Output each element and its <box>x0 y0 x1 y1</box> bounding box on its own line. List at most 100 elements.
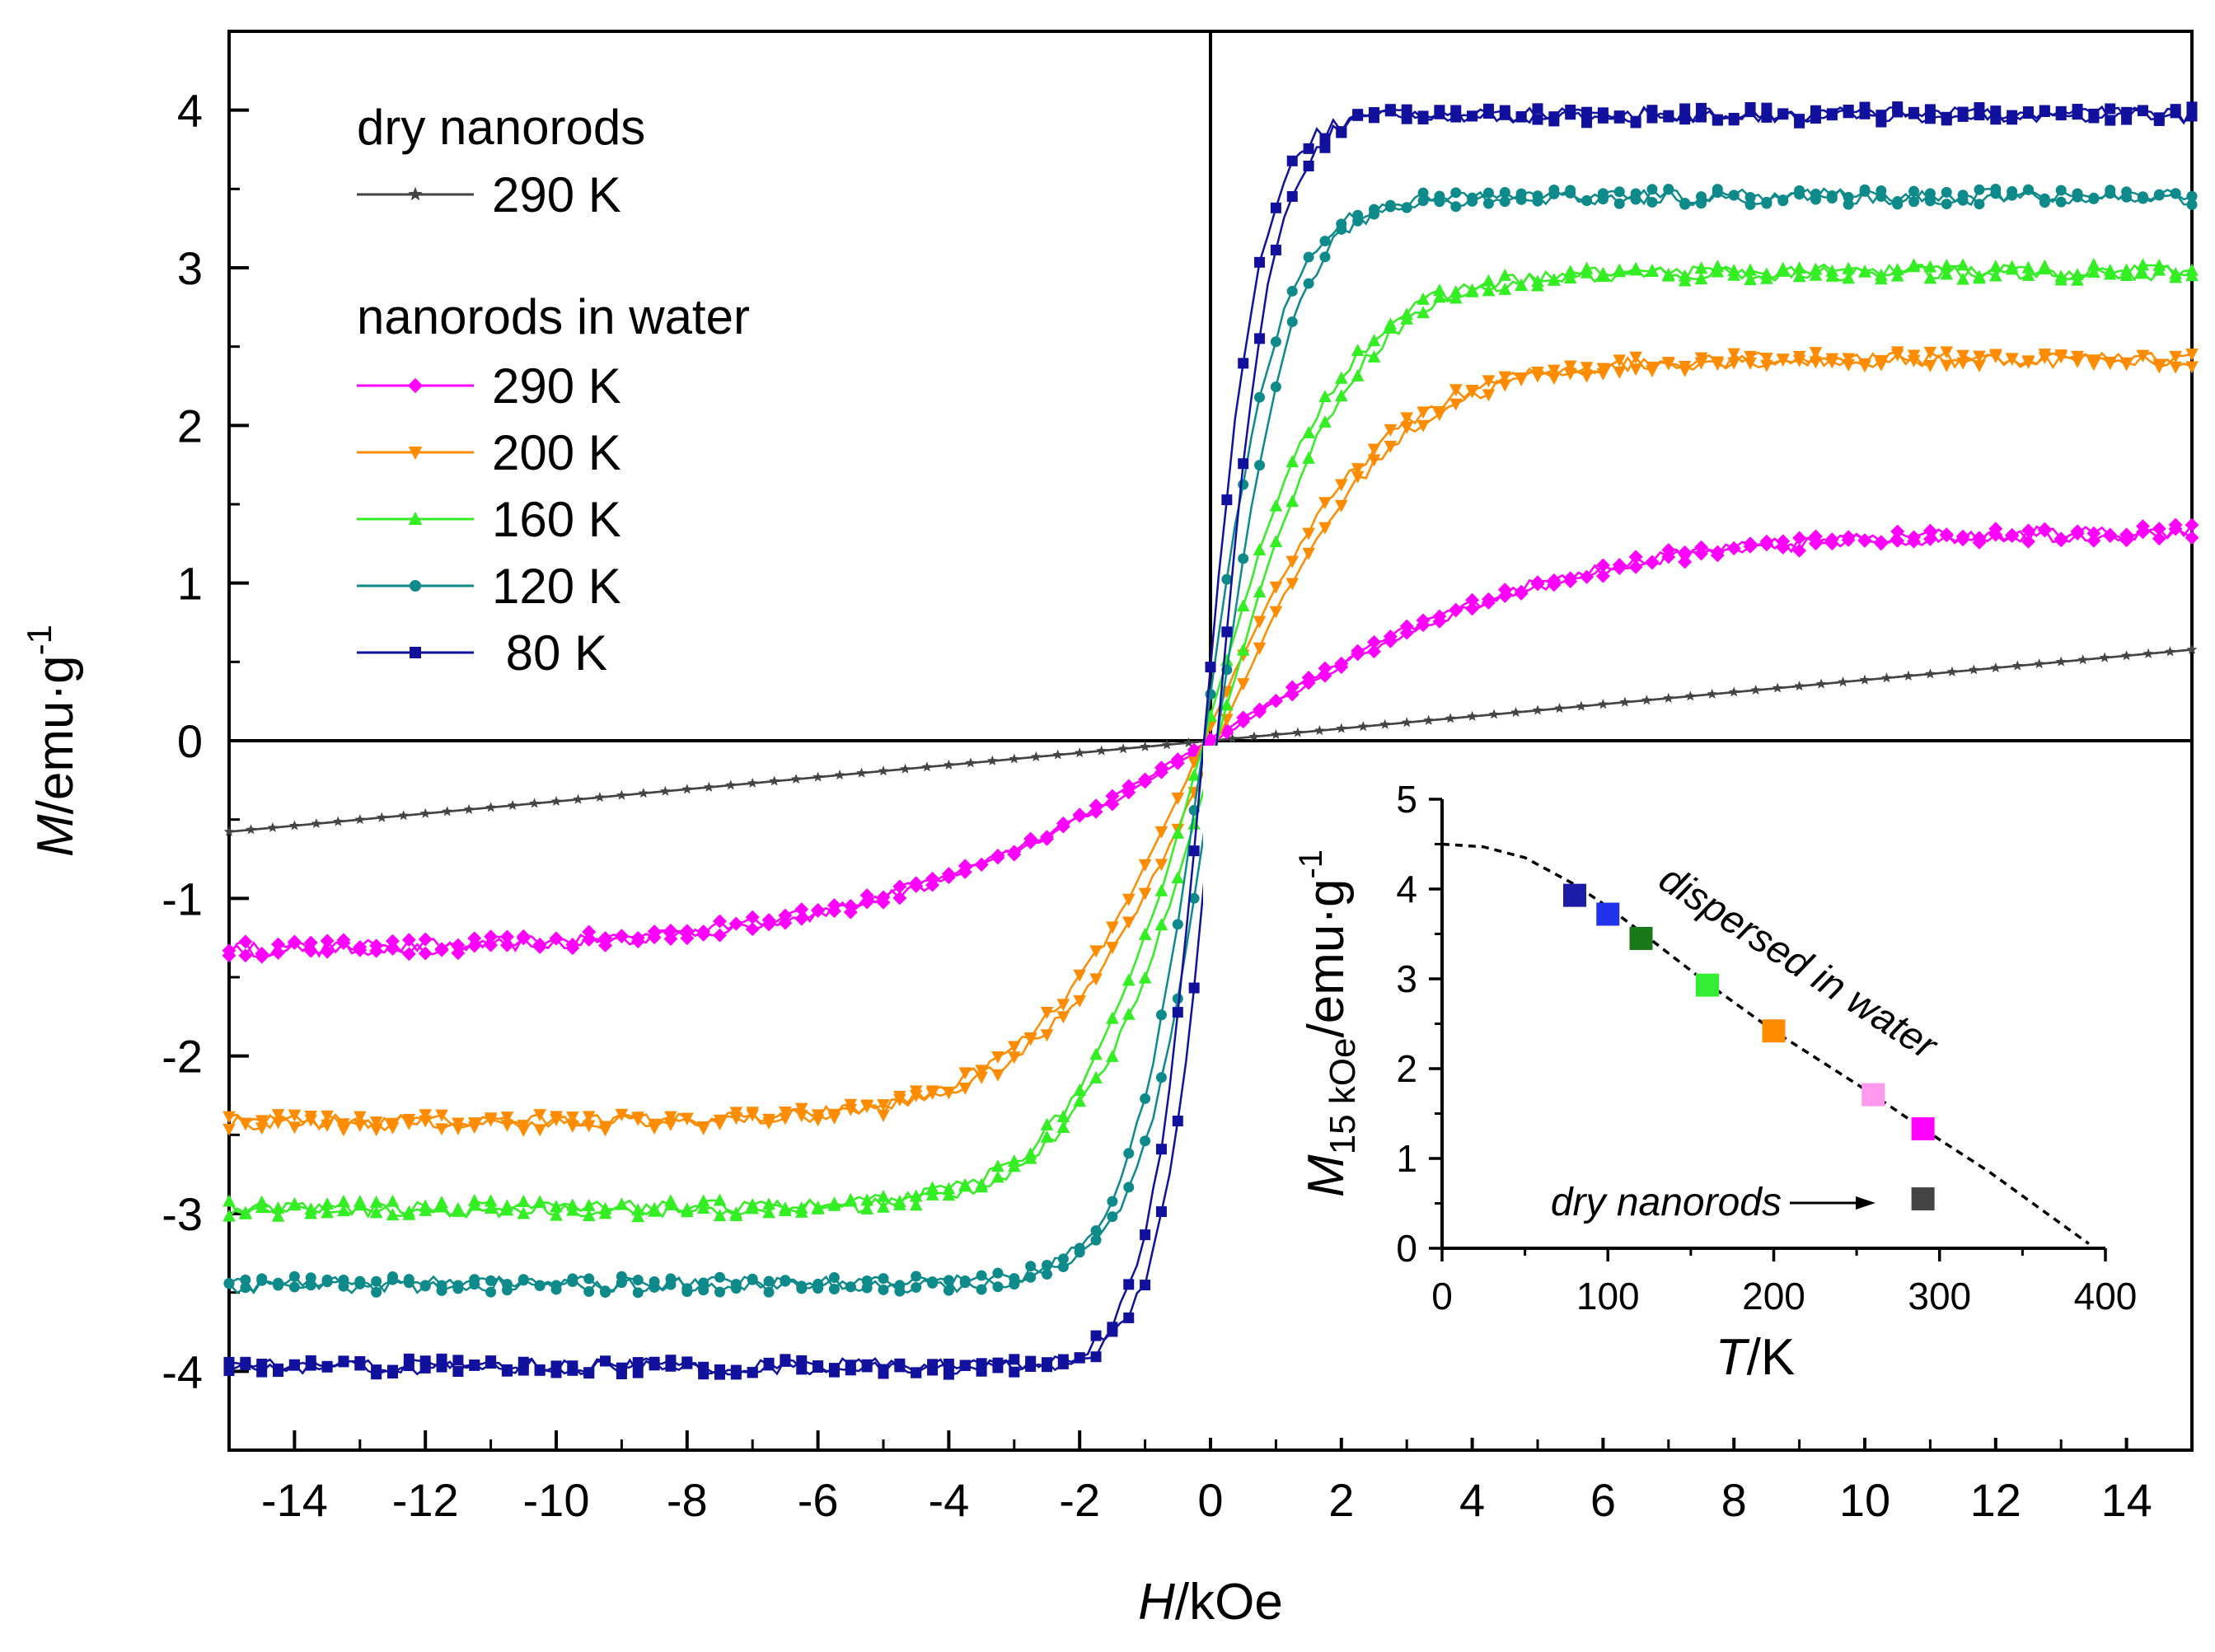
data-point <box>550 1111 563 1124</box>
data-point <box>2021 268 2035 281</box>
data-point <box>1384 199 1396 211</box>
data-point <box>1399 625 1414 640</box>
data-point <box>911 1271 922 1282</box>
data-point <box>1809 268 1823 281</box>
data-point <box>1318 668 1332 683</box>
data-point <box>763 1275 775 1287</box>
data-point <box>1809 529 1823 544</box>
data-point <box>794 1102 808 1116</box>
data-point <box>2136 258 2150 271</box>
data-point <box>1890 524 1905 539</box>
data-point <box>419 1115 432 1128</box>
data-point <box>1369 204 1379 215</box>
data-point <box>681 1202 694 1215</box>
main-x-tick-label: -2 <box>1059 1474 1100 1526</box>
data-point <box>2005 260 2019 273</box>
data-point <box>337 1194 350 1207</box>
data-point <box>991 1159 1004 1172</box>
data-point <box>1499 196 1510 208</box>
data-point <box>1467 110 1478 122</box>
legend-marker <box>408 511 423 525</box>
data-point <box>828 1271 840 1283</box>
data-point <box>1875 355 1888 368</box>
data-point <box>1138 887 1152 901</box>
data-point <box>696 1201 710 1214</box>
data-point <box>2086 533 2101 548</box>
data-point <box>2137 191 2148 203</box>
data-point <box>877 1109 890 1122</box>
data-point <box>975 1180 988 1193</box>
data-point <box>1008 1159 1021 1172</box>
data-point <box>1057 1261 1069 1273</box>
data-point <box>2054 351 2067 364</box>
data-point <box>1423 714 1434 725</box>
data-point <box>713 928 727 943</box>
data-point <box>442 806 452 817</box>
data-point <box>976 1358 987 1369</box>
data-point <box>533 1124 546 1137</box>
data-point <box>223 1365 235 1377</box>
data-point <box>550 1208 563 1221</box>
data-point <box>1302 547 1315 560</box>
data-point <box>877 1099 890 1112</box>
data-point <box>1940 259 1954 271</box>
data-point <box>1565 105 1576 116</box>
data-point <box>467 1117 481 1130</box>
data-point <box>1025 1271 1037 1283</box>
data-point <box>1759 537 1774 552</box>
data-point <box>941 867 956 882</box>
data-point <box>2072 109 2083 120</box>
data-point <box>660 785 671 796</box>
legend-marker <box>407 377 424 394</box>
inset-annotation-dry: dry nanorods <box>1551 1181 1782 1224</box>
data-point <box>1106 1049 1119 1062</box>
data-point <box>1042 1259 1052 1271</box>
data-point <box>517 1275 529 1286</box>
data-point <box>632 1287 644 1299</box>
main-y-axis-label: M/emu·g-1 <box>20 625 84 857</box>
data-point <box>1352 110 1364 121</box>
data-point <box>1941 115 1952 126</box>
data-point <box>1760 353 1773 366</box>
main-y-tick-label: 0 <box>177 715 203 767</box>
data-point <box>1335 389 1348 402</box>
data-point <box>1400 421 1413 434</box>
data-point <box>1974 199 1985 210</box>
data-point <box>1875 110 1887 121</box>
data-point <box>354 1120 367 1132</box>
data-point <box>288 1121 302 1135</box>
data-point <box>2136 519 2150 534</box>
legend-water-entries: 290 K 200 K 160 K 120 K 80 K <box>357 358 621 681</box>
data-point <box>1678 555 1693 569</box>
inset-y-tick-label: 5 <box>1396 778 1417 821</box>
data-point <box>418 946 433 961</box>
data-point <box>745 922 760 937</box>
data-point <box>942 1182 956 1195</box>
data-point <box>1838 676 1848 687</box>
data-point <box>271 1209 285 1222</box>
data-point <box>256 1358 268 1369</box>
main-y-tick-label: -1 <box>162 873 203 924</box>
data-point <box>1433 290 1446 303</box>
legend-marker <box>410 647 421 658</box>
data-point <box>861 1282 873 1294</box>
data-point <box>1236 643 1250 656</box>
data-point <box>1892 101 1904 113</box>
data-point <box>664 1111 677 1124</box>
data-point <box>1384 321 1398 334</box>
data-point <box>1171 871 1185 884</box>
data-point <box>1187 768 1201 781</box>
data-point <box>1433 409 1446 422</box>
data-point <box>1595 558 1610 573</box>
data-point <box>1859 108 1871 119</box>
data-point <box>1285 687 1299 702</box>
legend-item-w200: 200 K <box>357 425 621 480</box>
data-point <box>532 939 547 954</box>
data-point <box>762 1197 775 1210</box>
legend-label: 120 K <box>492 559 621 614</box>
data-point <box>1580 370 1594 383</box>
legend-item-w160: 160 K <box>357 492 621 547</box>
data-point <box>1432 614 1447 629</box>
data-point <box>550 1280 562 1291</box>
data-point <box>517 1206 531 1219</box>
